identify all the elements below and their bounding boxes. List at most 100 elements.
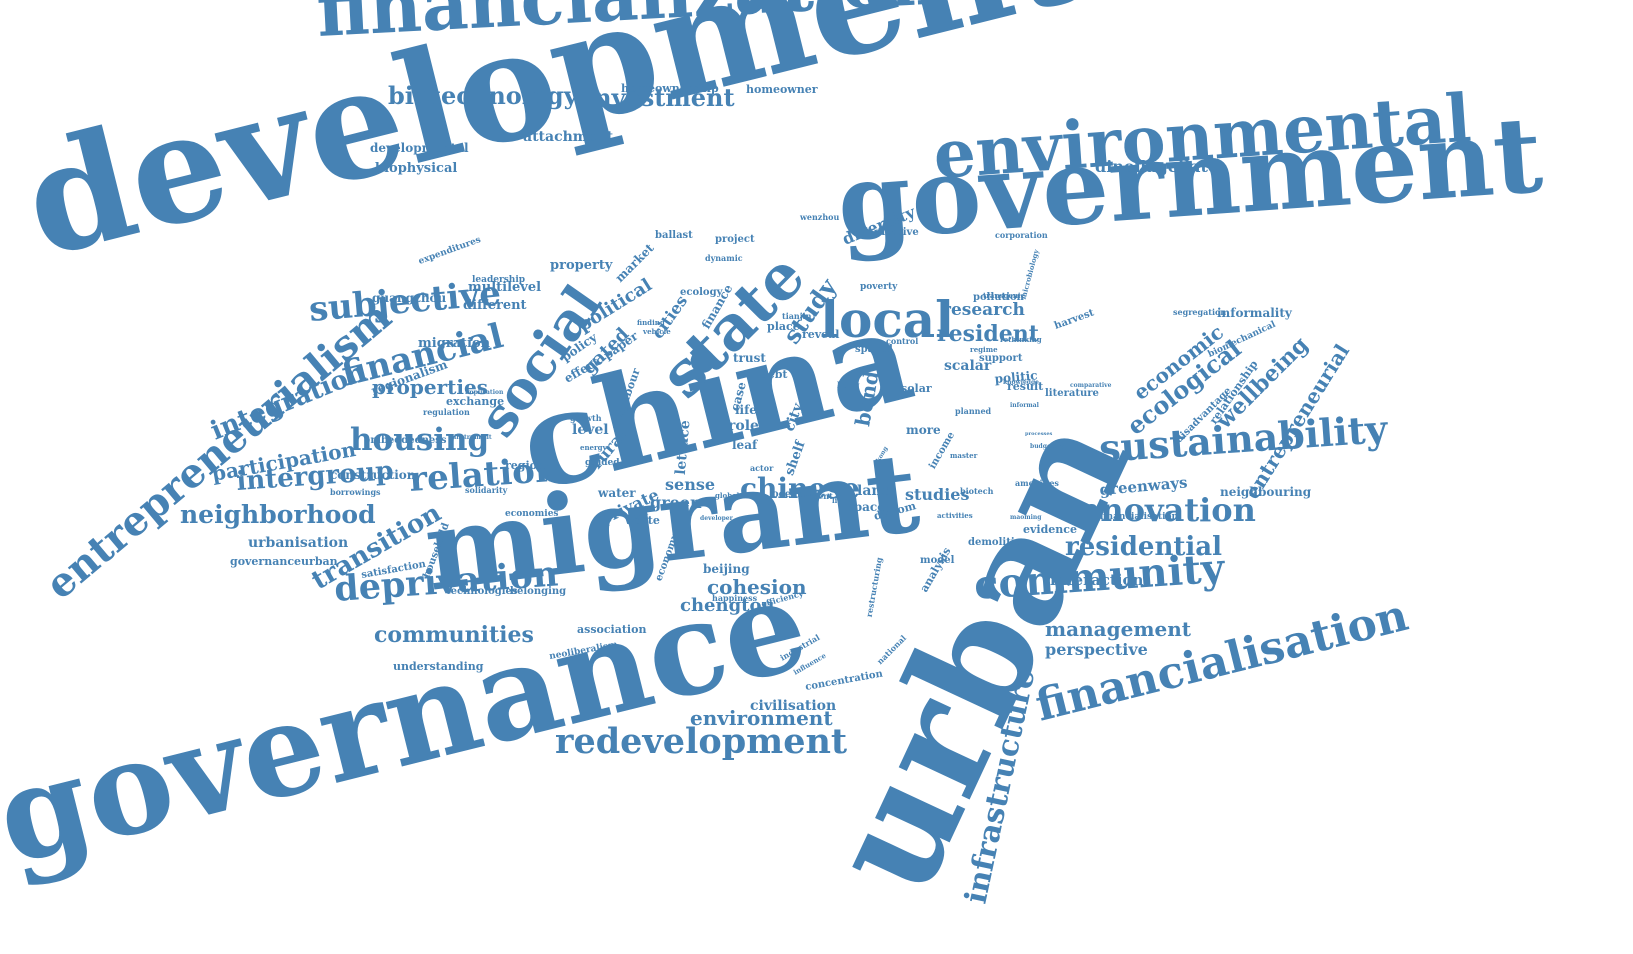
cloud-word: redevelopment bbox=[555, 721, 848, 762]
cloud-word: different bbox=[463, 297, 527, 313]
cloud-word: regulation bbox=[423, 406, 470, 417]
cloud-word: multilevel bbox=[468, 279, 542, 295]
cloud-word: implication bbox=[465, 389, 504, 397]
cloud-word: construction bbox=[330, 468, 416, 483]
cloud-word: budget bbox=[625, 513, 649, 521]
cloud-word: finding bbox=[637, 318, 665, 328]
cloud-word: cohesion bbox=[707, 575, 807, 599]
cloud-word: role bbox=[728, 417, 759, 434]
cloud-word: happiness bbox=[712, 592, 758, 603]
cloud-word: association bbox=[577, 623, 647, 637]
cloud-word: project bbox=[715, 234, 755, 245]
cloud-word: market bbox=[612, 241, 657, 286]
cloud-word: chinese bbox=[740, 471, 860, 505]
cloud-word: informal bbox=[1010, 402, 1039, 410]
cloud-word: growth bbox=[570, 412, 602, 423]
cloud-word: land bbox=[857, 482, 892, 499]
cloud-word: planned bbox=[955, 405, 992, 416]
cloud-word: informality bbox=[1217, 306, 1292, 321]
cloud-word: level bbox=[572, 421, 609, 438]
cloud-word: guangzhou bbox=[372, 291, 447, 306]
cloud-word: perspective bbox=[1045, 640, 1148, 660]
cloud-word: civilisation bbox=[750, 697, 837, 714]
cloud-word: water bbox=[598, 486, 636, 501]
cloud-word: developer bbox=[700, 515, 733, 523]
cloud-word: belonging bbox=[510, 586, 567, 597]
cloud-word: waste bbox=[625, 514, 660, 528]
cloud-word: tianjin bbox=[782, 310, 812, 321]
cloud-word: studies bbox=[905, 485, 970, 505]
cloud-word: trust bbox=[733, 351, 766, 366]
cloud-word: ecology bbox=[680, 287, 723, 298]
cloud-word: developmental bbox=[370, 141, 469, 156]
cloud-word: governanceurban bbox=[230, 555, 338, 569]
cloud-word: activities bbox=[937, 511, 973, 521]
cloud-word: solar bbox=[901, 382, 932, 396]
cloud-word: beijing bbox=[703, 562, 750, 577]
cloud-word: pollution bbox=[973, 292, 1024, 303]
cloud-word: life bbox=[735, 403, 757, 418]
cloud-word: microbiology bbox=[1018, 248, 1041, 301]
cloud-word: homeownership bbox=[621, 82, 719, 96]
cloud-word: regime bbox=[970, 345, 998, 355]
cloud-word: control bbox=[886, 335, 919, 346]
cloud-word: segregation bbox=[1173, 306, 1227, 317]
cloud-word: knowledge bbox=[1003, 379, 1039, 387]
cloud-word: dynamic bbox=[705, 252, 743, 263]
cloud-word: global bbox=[715, 491, 740, 501]
cloud-word: poverty bbox=[860, 281, 898, 292]
cloud-word: transgenic bbox=[983, 291, 1025, 301]
cloud-word: wenzhou bbox=[800, 211, 840, 222]
cloud-word: environment bbox=[690, 706, 833, 730]
cloud-word: instrument bbox=[454, 434, 492, 442]
cloud-word: expenditures bbox=[417, 234, 483, 267]
cloud-word: migration bbox=[418, 335, 491, 351]
cloud-word: sense bbox=[665, 475, 716, 495]
cloud-word: residential bbox=[1065, 532, 1222, 563]
cloud-word: budgetary bbox=[1030, 443, 1065, 451]
cloud-word: maoming bbox=[1010, 514, 1042, 522]
cloud-word: scalar bbox=[944, 357, 992, 374]
cloud-word: understanding bbox=[393, 660, 484, 674]
cloud-word: interaction bbox=[1050, 571, 1144, 589]
cloud-word: master bbox=[950, 451, 978, 461]
cloud-word: neighborhood bbox=[180, 500, 376, 529]
cloud-word: harvest bbox=[1052, 307, 1096, 332]
cloud-word: ballast bbox=[655, 230, 693, 241]
cloud-word: exchange bbox=[446, 395, 505, 409]
cloud-word: vehicle bbox=[643, 327, 671, 337]
cloud-word: chengtou bbox=[680, 594, 775, 616]
cloud-word: urbanisation bbox=[248, 534, 349, 551]
cloud-word: local bbox=[820, 290, 955, 349]
cloud-word: economies bbox=[505, 508, 559, 519]
cloud-word: financialisation bbox=[1100, 511, 1179, 522]
cloud-word: demolition bbox=[968, 537, 1029, 548]
cloud-word: biotech bbox=[960, 485, 994, 496]
cloud-word: energy bbox=[580, 443, 607, 453]
cloud-word: recent bbox=[804, 490, 833, 501]
cloud-word: green bbox=[650, 493, 702, 513]
cloud-word: evidence bbox=[1023, 523, 1077, 537]
cloud-word: living bbox=[832, 496, 855, 506]
cloud-word: innovation bbox=[1065, 491, 1256, 530]
cloud-word: amenities bbox=[1015, 477, 1059, 488]
cloud-word: corporation bbox=[995, 229, 1048, 240]
cloud-word: leadership bbox=[472, 274, 526, 285]
cloud-word: biotechnology bbox=[388, 80, 578, 110]
cloud-word: properties bbox=[372, 375, 488, 399]
cloud-word: attachment bbox=[523, 128, 614, 145]
cloud-word: affective bbox=[871, 227, 919, 238]
cloud-word: investment bbox=[585, 82, 735, 112]
cloud-word: dinoflagellate bbox=[1095, 157, 1219, 177]
cloud-word: embeddedness bbox=[364, 435, 447, 446]
cloud-word: processes bbox=[1025, 431, 1053, 437]
cloud-word: spatial bbox=[855, 344, 893, 355]
cloud-word: actor bbox=[750, 462, 774, 473]
cloud-word: homeowner bbox=[746, 83, 818, 97]
cloud-word: rethinking bbox=[1000, 335, 1042, 345]
cloud-word: research bbox=[942, 300, 1025, 321]
cloud-word: management bbox=[1045, 617, 1191, 641]
cloud-word: reveal bbox=[802, 328, 840, 342]
cloud-word: support bbox=[979, 353, 1023, 364]
cloud-word: region bbox=[505, 459, 545, 473]
